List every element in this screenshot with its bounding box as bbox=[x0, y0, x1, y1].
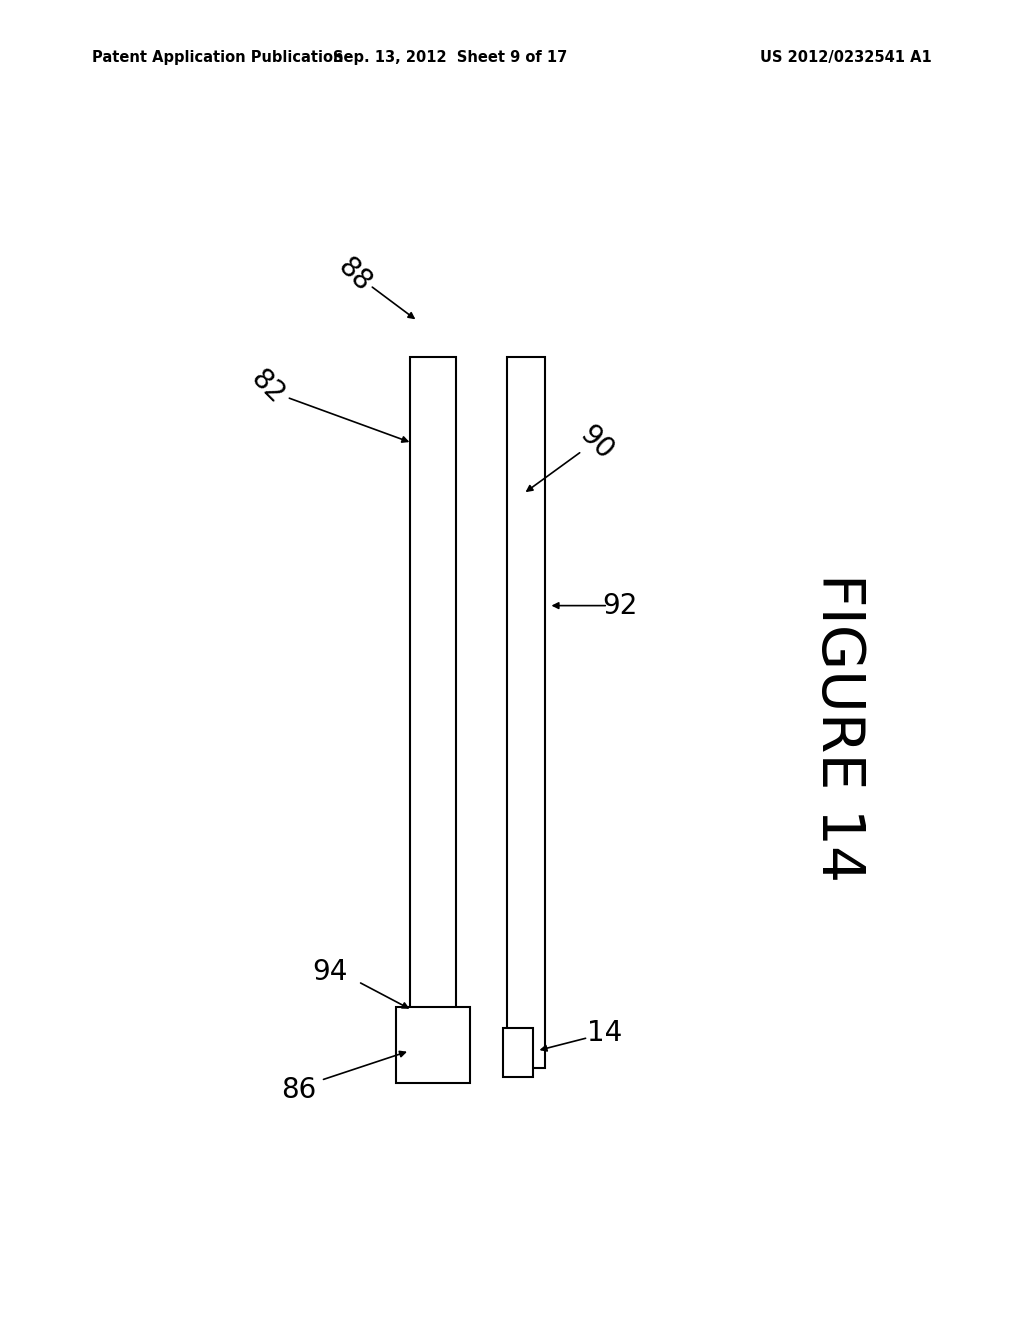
Text: FIGURE 14: FIGURE 14 bbox=[810, 573, 866, 882]
Text: 14: 14 bbox=[587, 1019, 622, 1047]
Bar bbox=[507, 356, 546, 1068]
Bar bbox=[396, 1007, 470, 1084]
Text: 82: 82 bbox=[245, 364, 289, 409]
Bar bbox=[504, 1028, 532, 1077]
Text: Sep. 13, 2012  Sheet 9 of 17: Sep. 13, 2012 Sheet 9 of 17 bbox=[334, 50, 567, 65]
Bar bbox=[410, 356, 456, 1068]
Text: 94: 94 bbox=[312, 957, 348, 986]
Text: 90: 90 bbox=[573, 421, 618, 466]
Text: Patent Application Publication: Patent Application Publication bbox=[92, 50, 344, 65]
Text: 86: 86 bbox=[281, 1076, 316, 1105]
Text: 92: 92 bbox=[602, 591, 638, 619]
Text: US 2012/0232541 A1: US 2012/0232541 A1 bbox=[760, 50, 932, 65]
Text: 88: 88 bbox=[332, 253, 377, 297]
